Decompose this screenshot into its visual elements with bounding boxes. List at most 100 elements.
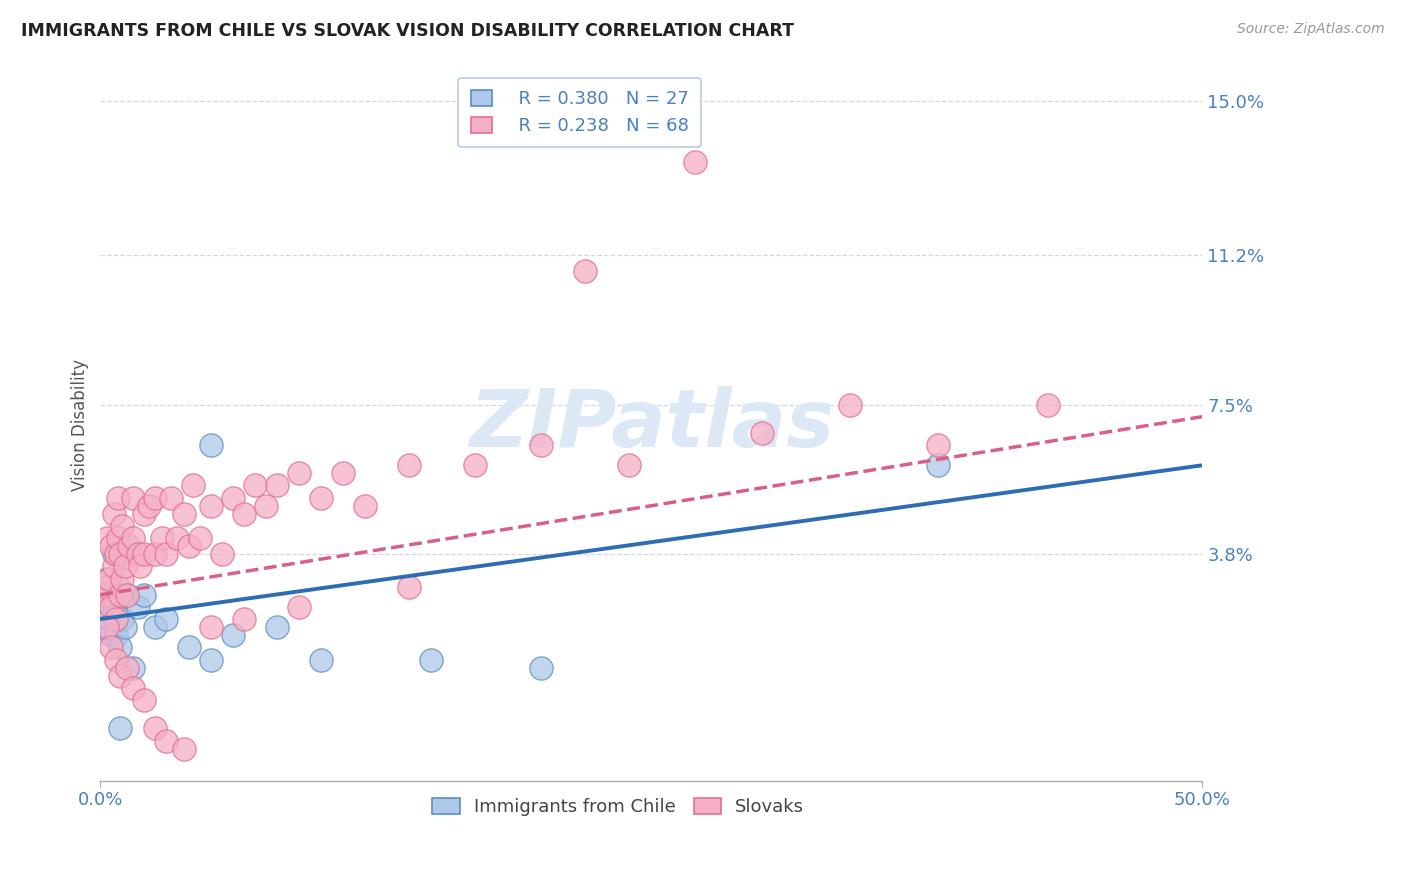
Text: IMMIGRANTS FROM CHILE VS SLOVAK VISION DISABILITY CORRELATION CHART: IMMIGRANTS FROM CHILE VS SLOVAK VISION D… bbox=[21, 22, 794, 40]
Point bbox=[127, 599, 149, 614]
Point bbox=[134, 547, 156, 561]
Point bbox=[104, 612, 127, 626]
Point bbox=[134, 507, 156, 521]
Point bbox=[464, 458, 486, 473]
Point bbox=[96, 599, 118, 614]
Point bbox=[287, 599, 309, 614]
Point bbox=[104, 628, 127, 642]
Point bbox=[309, 652, 332, 666]
Point bbox=[232, 612, 254, 626]
Point bbox=[134, 693, 156, 707]
Point bbox=[108, 722, 131, 736]
Point bbox=[114, 620, 136, 634]
Point bbox=[221, 628, 243, 642]
Point bbox=[266, 620, 288, 634]
Point bbox=[122, 681, 145, 695]
Point bbox=[100, 539, 122, 553]
Point bbox=[104, 652, 127, 666]
Point bbox=[838, 397, 860, 411]
Point bbox=[108, 640, 131, 655]
Point bbox=[134, 588, 156, 602]
Point bbox=[96, 620, 118, 634]
Point bbox=[108, 669, 131, 683]
Point bbox=[685, 154, 707, 169]
Point bbox=[398, 580, 420, 594]
Point bbox=[574, 264, 596, 278]
Point bbox=[332, 467, 354, 481]
Point bbox=[243, 478, 266, 492]
Point bbox=[200, 438, 222, 452]
Point bbox=[107, 580, 129, 594]
Point bbox=[354, 499, 377, 513]
Point bbox=[200, 499, 222, 513]
Point bbox=[145, 547, 167, 561]
Point bbox=[177, 640, 200, 655]
Point bbox=[145, 620, 167, 634]
Point bbox=[188, 531, 211, 545]
Point bbox=[111, 519, 134, 533]
Point bbox=[103, 507, 125, 521]
Point bbox=[619, 458, 641, 473]
Point bbox=[1038, 397, 1060, 411]
Point bbox=[108, 547, 131, 561]
Point bbox=[221, 491, 243, 505]
Point bbox=[398, 458, 420, 473]
Point bbox=[177, 539, 200, 553]
Legend: Immigrants from Chile, Slovaks: Immigrants from Chile, Slovaks bbox=[423, 789, 813, 825]
Point bbox=[200, 620, 222, 634]
Point bbox=[108, 588, 131, 602]
Text: Source: ZipAtlas.com: Source: ZipAtlas.com bbox=[1237, 22, 1385, 37]
Point bbox=[145, 491, 167, 505]
Point bbox=[114, 559, 136, 574]
Point bbox=[115, 588, 138, 602]
Point bbox=[100, 628, 122, 642]
Point bbox=[104, 547, 127, 561]
Point bbox=[155, 547, 177, 561]
Point bbox=[181, 478, 204, 492]
Point bbox=[100, 599, 122, 614]
Point bbox=[155, 733, 177, 747]
Point bbox=[530, 438, 553, 452]
Point bbox=[127, 547, 149, 561]
Point bbox=[927, 438, 949, 452]
Point bbox=[150, 531, 173, 545]
Point bbox=[145, 722, 167, 736]
Point bbox=[96, 572, 118, 586]
Point bbox=[166, 531, 188, 545]
Point bbox=[115, 588, 138, 602]
Point bbox=[927, 458, 949, 473]
Point bbox=[122, 491, 145, 505]
Point bbox=[287, 467, 309, 481]
Point bbox=[111, 612, 134, 626]
Point bbox=[211, 547, 233, 561]
Y-axis label: Vision Disability: Vision Disability bbox=[72, 359, 89, 491]
Point bbox=[107, 531, 129, 545]
Point bbox=[530, 660, 553, 674]
Point bbox=[96, 580, 118, 594]
Point bbox=[103, 559, 125, 574]
Point bbox=[155, 612, 177, 626]
Point bbox=[309, 491, 332, 505]
Point bbox=[122, 531, 145, 545]
Point bbox=[200, 652, 222, 666]
Point bbox=[98, 612, 121, 626]
Point bbox=[103, 547, 125, 561]
Point bbox=[94, 588, 117, 602]
Point bbox=[420, 652, 443, 666]
Point bbox=[232, 507, 254, 521]
Point bbox=[751, 425, 773, 440]
Point bbox=[94, 620, 117, 634]
Point bbox=[96, 531, 118, 545]
Text: ZIPatlas: ZIPatlas bbox=[470, 385, 834, 464]
Point bbox=[160, 491, 183, 505]
Point bbox=[122, 660, 145, 674]
Point bbox=[98, 572, 121, 586]
Point bbox=[103, 599, 125, 614]
Point bbox=[129, 559, 152, 574]
Point bbox=[138, 499, 160, 513]
Point bbox=[118, 539, 141, 553]
Point bbox=[100, 640, 122, 655]
Point bbox=[173, 507, 195, 521]
Point bbox=[266, 478, 288, 492]
Point bbox=[254, 499, 277, 513]
